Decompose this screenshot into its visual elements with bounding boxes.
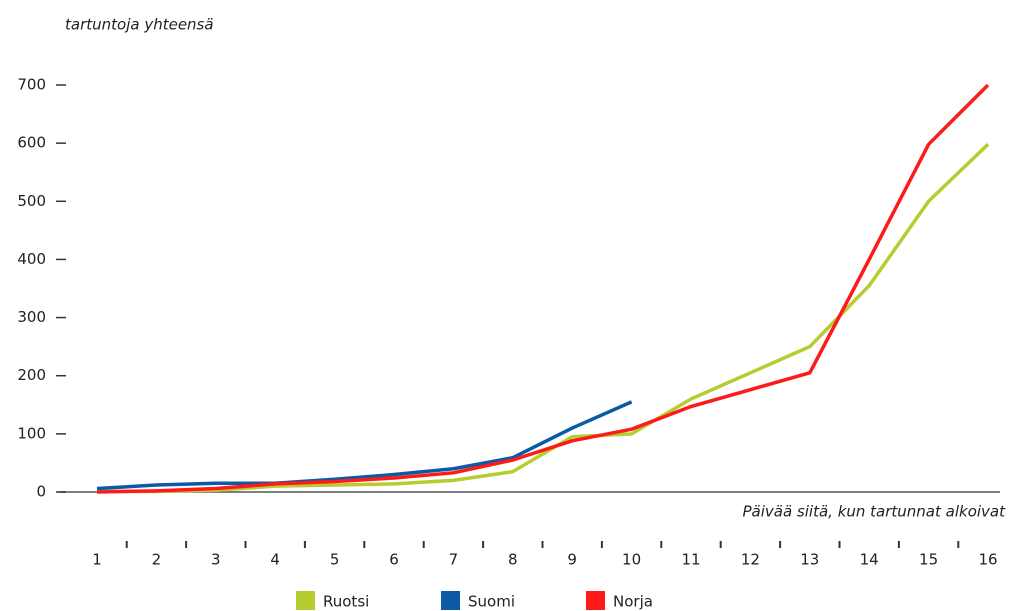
y-tick-label: 0 [36, 483, 46, 501]
legend-swatch [296, 591, 315, 610]
x-tick-label: 7 [449, 551, 459, 569]
y-axis-title: tartuntoja yhteensä [65, 16, 214, 34]
x-tick-label: 6 [389, 551, 399, 569]
x-tick-label: 5 [330, 551, 340, 569]
y-tick-label: 500 [17, 192, 46, 210]
x-tick-label: 16 [978, 551, 997, 569]
x-tick-label: 2 [152, 551, 162, 569]
legend-label: Norja [613, 593, 653, 611]
x-tick-label: 8 [508, 551, 518, 569]
y-tick-label: 400 [17, 250, 46, 268]
x-tick-label: 4 [270, 551, 280, 569]
x-tick-label: 9 [567, 551, 577, 569]
legend-label: Ruotsi [323, 593, 369, 611]
x-tick-label: 11 [681, 551, 700, 569]
x-tick-label: 1 [92, 551, 102, 569]
series-line [96, 400, 633, 491]
x-axis-title: Päivää siitä, kun tartunnat alkoivat [743, 503, 1007, 521]
x-tick-label: 14 [860, 551, 879, 569]
y-tick-label: 600 [17, 134, 46, 152]
series-line [96, 83, 990, 494]
legend-swatch [441, 591, 460, 610]
y-tick-label: 200 [17, 366, 46, 384]
y-tick-label: 700 [17, 76, 46, 94]
x-tick-label: 10 [622, 551, 641, 569]
y-tick-label: 300 [17, 308, 46, 326]
legend-swatch [586, 591, 605, 610]
x-tick-label: 13 [800, 551, 819, 569]
legend-label: Suomi [468, 593, 515, 611]
x-tick-label: 12 [741, 551, 760, 569]
series-line [97, 143, 990, 494]
y-tick-label: 100 [17, 424, 46, 442]
x-tick-label: 15 [919, 551, 938, 569]
x-tick-label: 3 [211, 551, 221, 569]
